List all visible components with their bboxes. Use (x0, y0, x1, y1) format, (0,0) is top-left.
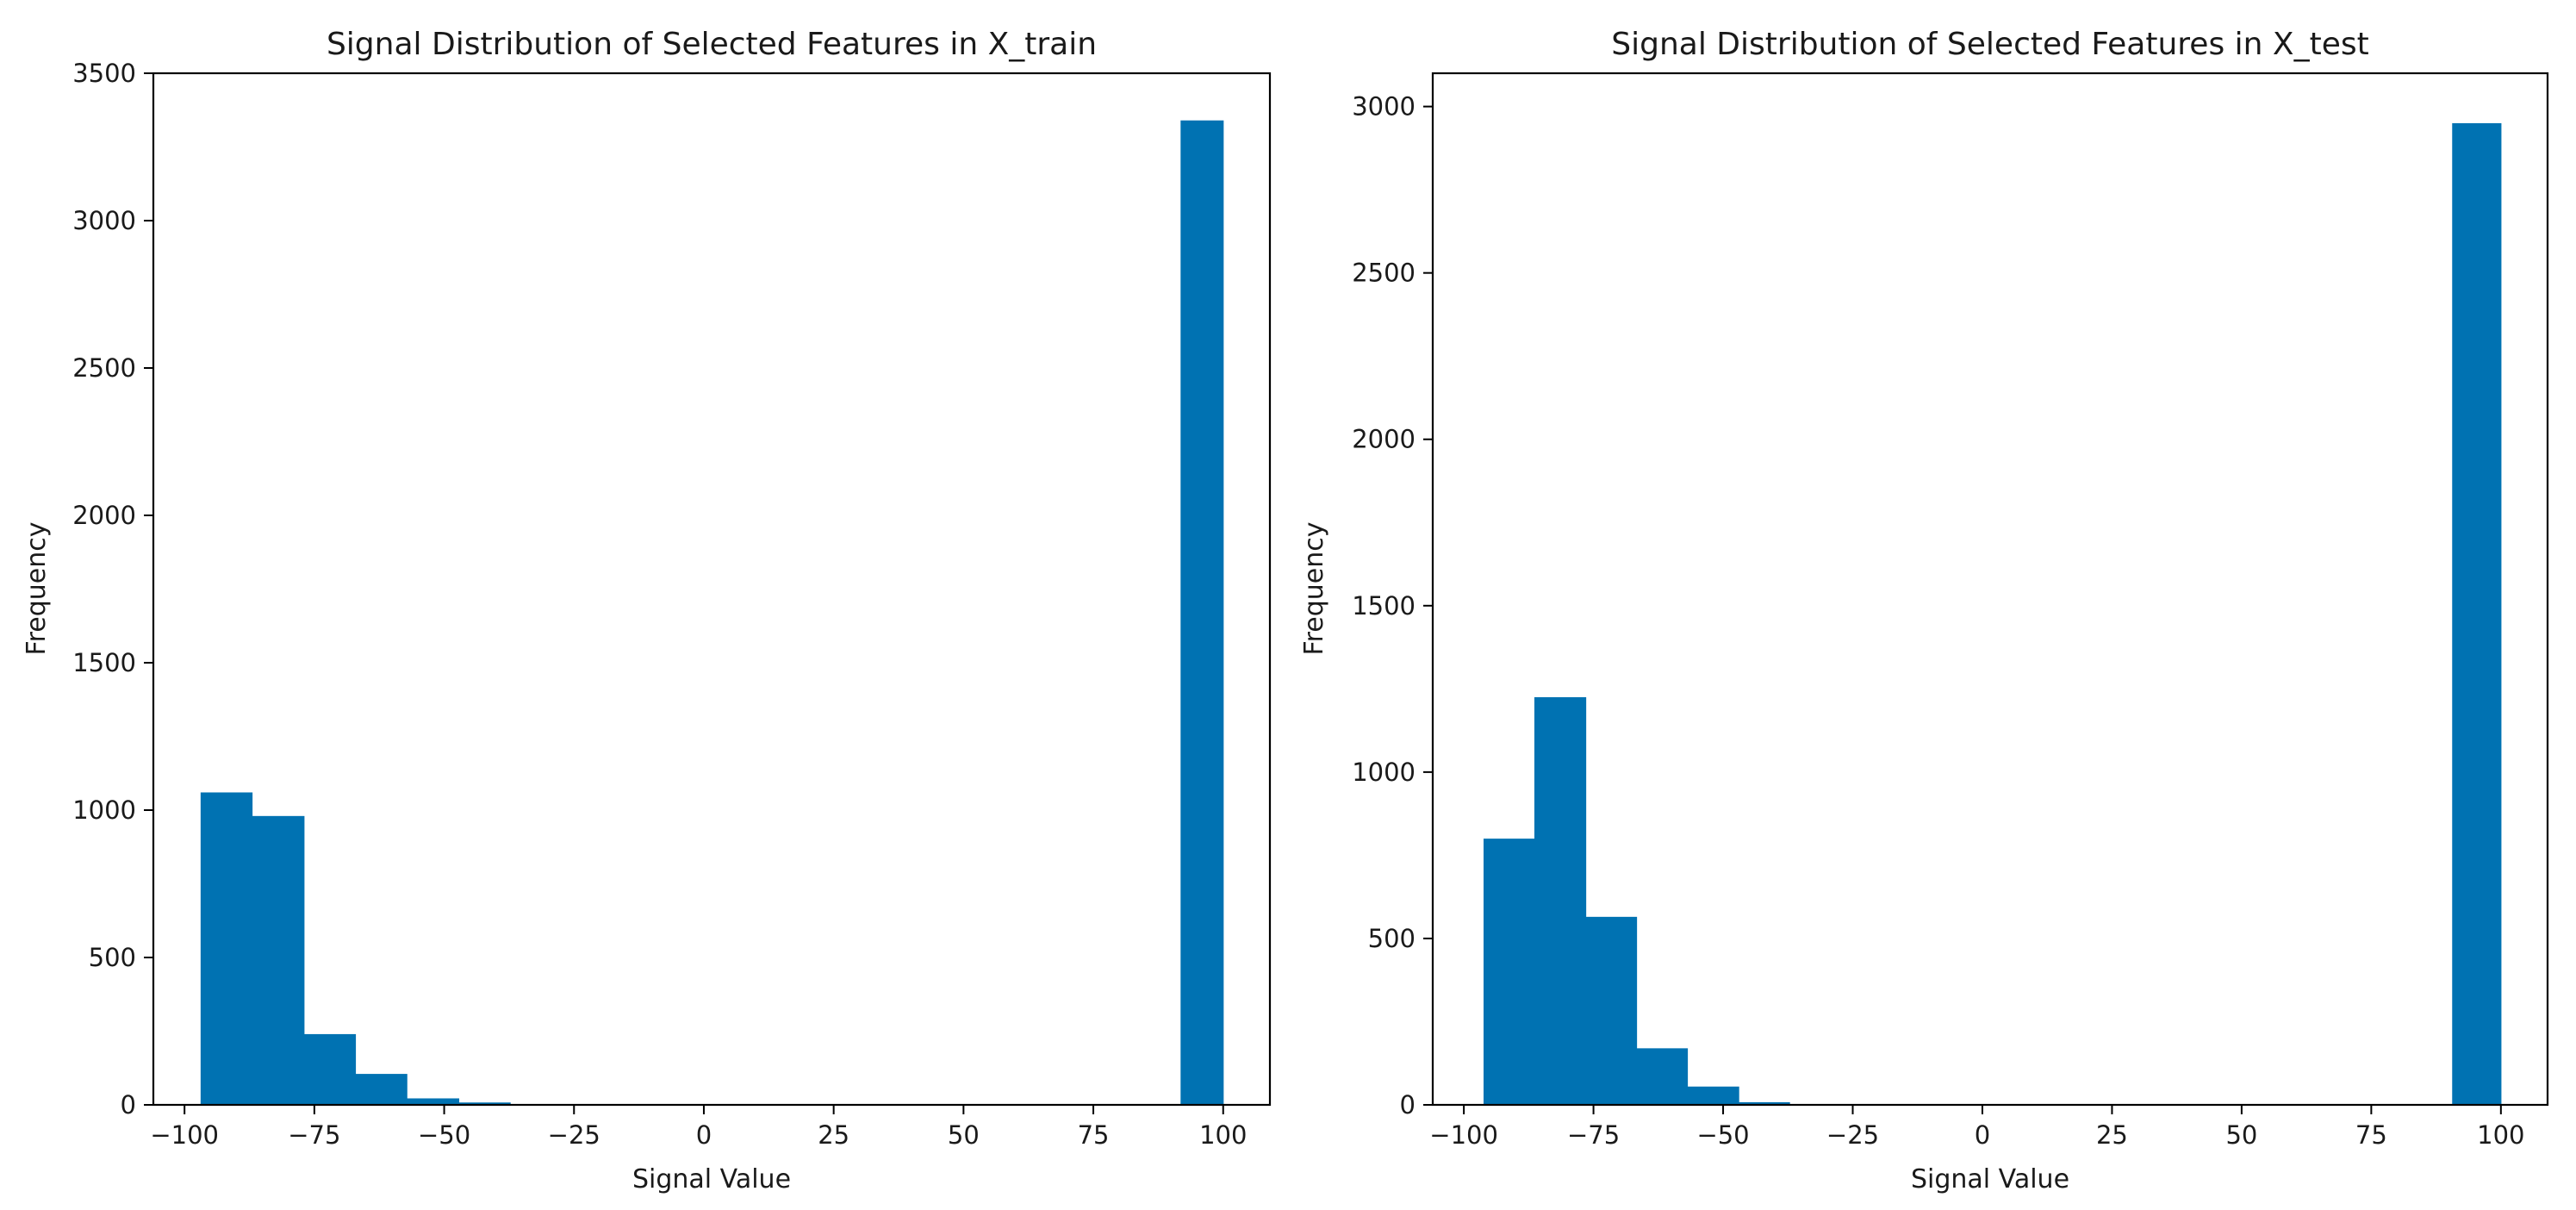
x-axis-ticks-test: −100 −75 −50 −25 0 25 50 75 100 (1429, 1105, 2525, 1150)
y-tick-label-train-3: 1500 (72, 648, 136, 677)
chart-title-test: Signal Distribution of Selected Features… (1611, 27, 2368, 62)
x-tick-label-train-8: 100 (1199, 1120, 1247, 1150)
x-tick-label-train-1: −75 (288, 1120, 340, 1150)
chart-title-train: Signal Distribution of Selected Features… (327, 27, 1097, 62)
chart-panel-test: Signal Distribution of Selected Features… (1299, 27, 2549, 1194)
x-axis-label-test: Signal Value (1911, 1164, 2069, 1194)
histogram-bar-test-2 (1585, 916, 1638, 1105)
y-axis-label-train: Frequency (22, 522, 52, 656)
histogram-bar-test-0 (1483, 839, 1535, 1105)
histogram-bar-train-19 (1180, 120, 1224, 1106)
x-tick-label-test-6: 50 (2225, 1120, 2257, 1150)
y-tick-label-test-2: 1000 (1352, 758, 1416, 787)
y-tick-label-train-6: 3000 (72, 206, 136, 235)
y-tick-label-test-4: 2000 (1352, 425, 1416, 454)
y-tick-label-train-4: 2000 (72, 501, 136, 530)
y-tick-label-train-7: 3500 (72, 59, 136, 88)
x-tick-label-train-4: 0 (696, 1120, 712, 1150)
chart-panel-train: Signal Distribution of Selected Features… (22, 27, 1272, 1194)
x-tick-label-test-4: 0 (1975, 1120, 1990, 1150)
histogram-bar-test-1 (1534, 696, 1587, 1105)
x-tick-label-test-5: 25 (2096, 1120, 2128, 1150)
histogram-bar-train-0 (200, 792, 253, 1105)
x-tick-label-test-2: −50 (1696, 1120, 1749, 1150)
y-tick-label-test-6: 3000 (1352, 92, 1416, 122)
y-tick-label-train-2: 1000 (72, 795, 136, 825)
x-tick-label-train-5: 25 (818, 1120, 849, 1150)
bars-train (200, 120, 1224, 1106)
histogram-bar-train-2 (303, 1033, 357, 1105)
x-axis-label-train: Signal Value (632, 1164, 791, 1194)
y-tick-label-test-0: 0 (1400, 1090, 1416, 1120)
x-tick-label-test-7: 75 (2355, 1120, 2387, 1150)
bars-test (1483, 122, 2502, 1105)
histogram-bar-train-3 (355, 1074, 408, 1105)
y-axis-ticks-test: 0 500 1000 1500 2000 2500 3000 (1352, 92, 1433, 1120)
histogram-bar-train-4 (407, 1098, 460, 1105)
y-tick-label-test-5: 2500 (1352, 259, 1416, 288)
y-tick-label-train-5: 2500 (72, 353, 136, 383)
x-axis-ticks-train: −100 −75 −50 −25 0 25 50 75 100 (150, 1105, 1247, 1150)
x-tick-label-test-8: 100 (2477, 1120, 2524, 1150)
histogram-bar-test-4 (1687, 1086, 1739, 1105)
x-tick-label-train-3: −25 (548, 1120, 600, 1150)
plot-frame-test (1431, 72, 2549, 1107)
histogram-bar-test-19 (2452, 122, 2502, 1105)
x-tick-label-test-3: −25 (1826, 1120, 1879, 1150)
y-tick-label-train-1: 500 (89, 943, 136, 972)
x-tick-label-test-0: −100 (1429, 1120, 1498, 1150)
histogram-bar-test-3 (1636, 1048, 1689, 1105)
histogram-bar-train-5 (458, 1102, 511, 1105)
histogram-bar-test-5 (1739, 1101, 1790, 1105)
x-tick-label-train-2: −50 (418, 1120, 470, 1150)
histogram-bar-train-1 (252, 815, 305, 1105)
plot-frame-train (152, 72, 1272, 1107)
y-axis-ticks-train: 0 500 1000 1500 2000 2500 3000 3500 (72, 59, 153, 1120)
y-tick-label-test-1: 500 (1368, 924, 1416, 953)
x-tick-label-test-1: −75 (1567, 1120, 1620, 1150)
x-tick-label-train-7: 75 (1078, 1120, 1110, 1150)
x-tick-label-train-0: −100 (150, 1120, 219, 1150)
y-axis-label-test: Frequency (1299, 522, 1329, 656)
y-tick-label-test-3: 1500 (1352, 591, 1416, 621)
x-tick-label-train-6: 50 (948, 1120, 980, 1150)
y-tick-label-train-0: 0 (121, 1090, 136, 1120)
